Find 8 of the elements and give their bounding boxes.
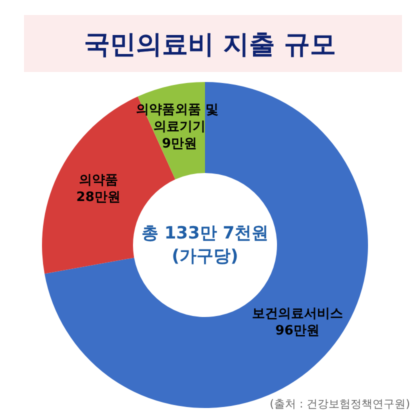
slice-label: 보건의료서비스 [252,306,343,322]
slice-label: 의약품 [78,172,118,188]
chart-title: 국민의료비 지출 규모 [84,30,336,60]
data-label: 96만원 [275,323,320,338]
data-label: 9만원 [162,136,198,152]
data-label: 28만원 [76,190,120,205]
text: 총 133만 7천원 (가구당) [141,224,269,266]
text: (출처 : 건강보험정책연구원) [270,398,410,410]
